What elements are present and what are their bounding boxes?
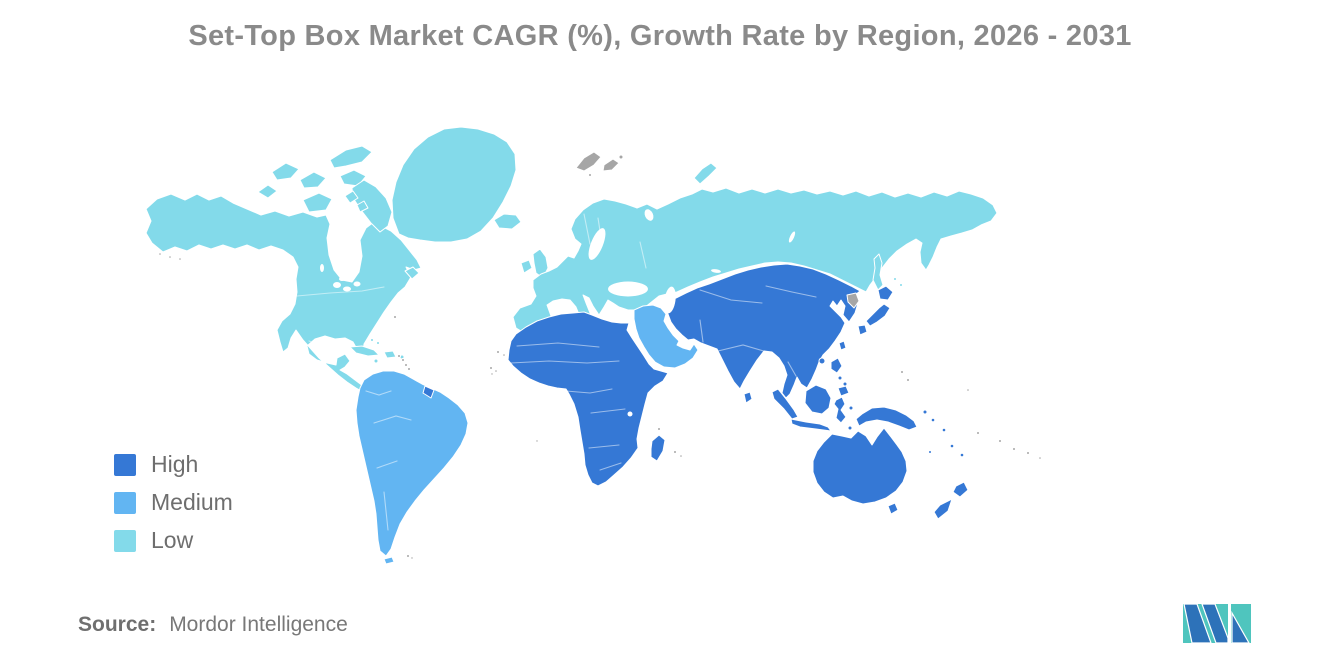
region-hainan <box>818 357 826 365</box>
legend: High Medium Low <box>114 451 233 567</box>
region-pacific-islands <box>900 370 1042 460</box>
region-svalbard <box>575 151 624 177</box>
region-indonesia <box>771 384 918 432</box>
logo-m-stroke-1 <box>1183 604 1212 643</box>
source-name: Mordor Intelligence <box>169 613 348 636</box>
region-small-islands <box>158 252 683 560</box>
region-sakhalin-kurils <box>872 253 903 291</box>
legend-label-low: Low <box>151 527 194 553</box>
region-iceland <box>493 213 522 230</box>
legend-label-high: High <box>151 451 199 477</box>
legend-swatch-high <box>114 453 136 476</box>
region-middle-east <box>633 304 699 369</box>
region-philippines <box>830 357 850 397</box>
region-sri-lanka <box>743 391 753 404</box>
region-caribbean <box>349 338 405 364</box>
region-north-america <box>145 193 422 394</box>
region-ireland <box>520 259 533 274</box>
country-borders <box>296 213 817 531</box>
region-south-america <box>355 370 469 565</box>
region-africa <box>507 311 669 487</box>
region-novaya-zemlya <box>693 162 718 185</box>
region-europe-russia <box>512 187 998 335</box>
legend-item-low: Low <box>114 527 233 553</box>
legend-item-medium: Medium <box>114 489 233 515</box>
legend-label-medium: Medium <box>151 489 233 515</box>
mordor-intelligence-logo <box>1183 604 1251 643</box>
logo-m-stroke-2 <box>1201 604 1229 643</box>
source-label: Source: <box>78 613 157 636</box>
region-greenland <box>391 126 517 243</box>
logo-m-stroke-3 <box>1231 610 1250 643</box>
region-canadian-arctic-islands <box>257 145 393 233</box>
region-japan <box>857 285 894 336</box>
region-new-zealand <box>933 481 969 520</box>
region-newfoundland <box>404 266 420 280</box>
region-taiwan <box>838 340 847 351</box>
region-madagascar <box>650 434 666 462</box>
region-australia <box>812 427 908 515</box>
legend-swatch-medium <box>114 491 136 514</box>
chart-title: Set-Top Box Market CAGR (%), Growth Rate… <box>188 20 1132 52</box>
region-north-korea <box>846 292 860 309</box>
region-melanesia-islands <box>922 409 965 458</box>
legend-item-high: High <box>114 451 233 477</box>
region-french-guiana <box>422 385 435 399</box>
legend-swatch-low <box>114 529 136 552</box>
source-line: Source: Mordor Intelligence <box>78 613 348 637</box>
